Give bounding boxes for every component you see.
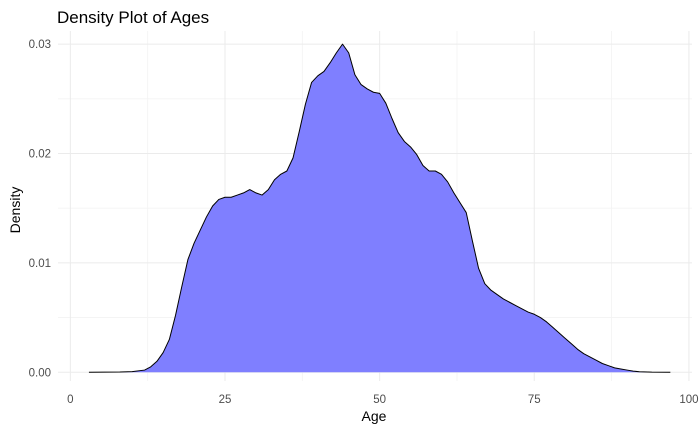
density-area-layer [88, 43, 671, 373]
x-tick-label: 25 [219, 394, 232, 406]
y-tick-label: 0.01 [29, 258, 51, 270]
y-tick-labels: 0.00 0.01 0.02 0.03 [29, 39, 51, 379]
chart-title: Density Plot of Ages [57, 8, 209, 27]
x-tick-label: 75 [528, 394, 541, 406]
y-tick-label: 0.00 [29, 367, 51, 379]
x-tick-label: 0 [67, 394, 73, 406]
x-tick-label: 100 [679, 394, 698, 406]
density-outline [88, 43, 671, 373]
x-tick-labels: 0 25 50 75 100 [67, 394, 698, 406]
y-tick-label: 0.02 [29, 149, 51, 161]
x-axis-title: Age [362, 408, 387, 424]
x-tick-label: 50 [373, 394, 386, 406]
y-axis-title: Density [7, 187, 23, 234]
y-tick-label: 0.03 [29, 39, 51, 51]
density-area [88, 44, 671, 373]
